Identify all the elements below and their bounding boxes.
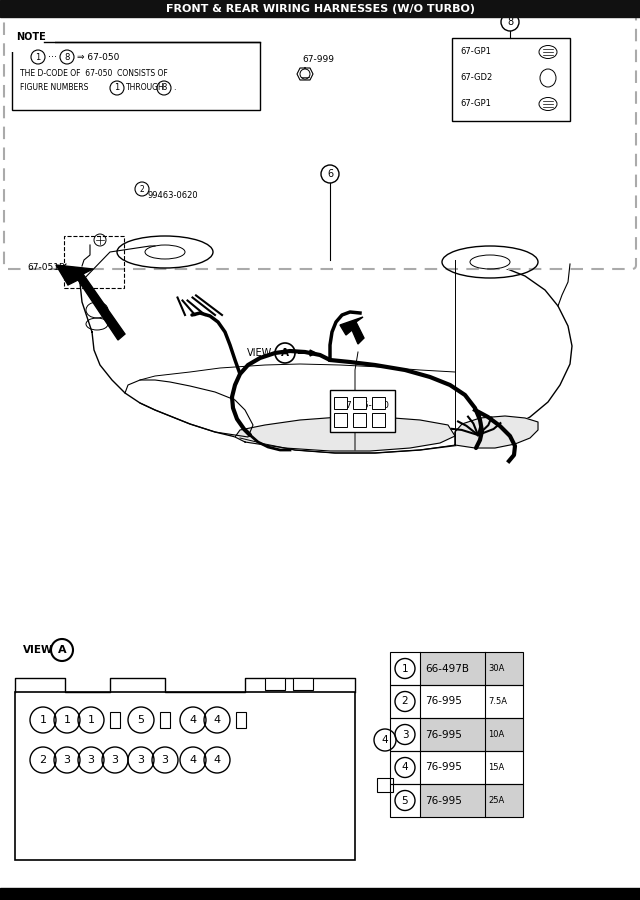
Bar (377, 778, 393, 792)
Text: 6: 6 (327, 169, 333, 179)
Text: 67-GD2: 67-GD2 (460, 74, 492, 83)
Bar (390, 751, 523, 784)
Text: 4: 4 (189, 755, 196, 765)
Text: 3: 3 (63, 755, 70, 765)
Text: 2: 2 (40, 755, 47, 765)
Text: 1: 1 (40, 715, 47, 725)
Bar (236, 712, 246, 728)
Text: 1: 1 (63, 715, 70, 725)
Bar (160, 712, 170, 728)
Text: 7: 7 (345, 401, 351, 410)
Text: 4: 4 (213, 715, 221, 725)
Text: 25A: 25A (488, 796, 504, 805)
Bar (293, 678, 313, 690)
Bar (372, 413, 385, 427)
Bar (265, 678, 285, 690)
Text: VIEW: VIEW (23, 645, 54, 655)
Text: 8: 8 (64, 52, 70, 61)
Polygon shape (235, 417, 455, 451)
Text: 99463-0620: 99463-0620 (148, 192, 198, 201)
Text: 5: 5 (402, 796, 408, 806)
Text: 15A: 15A (488, 763, 504, 772)
Text: ···: ··· (48, 52, 57, 62)
Bar (420, 652, 523, 685)
Text: 1: 1 (88, 715, 95, 725)
Text: 3: 3 (138, 755, 145, 765)
Bar (110, 712, 120, 728)
Text: 76-995: 76-995 (425, 730, 462, 740)
Text: 4: 4 (381, 735, 388, 745)
Bar (372, 397, 385, 409)
Bar (353, 413, 366, 427)
Text: 66-730: 66-730 (357, 401, 389, 410)
Bar (420, 718, 523, 751)
Text: .: . (173, 84, 175, 93)
Text: THE D-CODE OF  67-050  CONSISTS OF: THE D-CODE OF 67-050 CONSISTS OF (20, 69, 168, 78)
Text: 3: 3 (111, 755, 118, 765)
Text: 2: 2 (140, 184, 145, 194)
Bar (330, 390, 395, 432)
Text: 3: 3 (402, 730, 408, 740)
Text: FIGURE NUMBERS: FIGURE NUMBERS (20, 84, 88, 93)
Text: 10A: 10A (488, 730, 504, 739)
Text: 4: 4 (189, 715, 196, 725)
Polygon shape (80, 242, 572, 453)
Text: 67-GP1: 67-GP1 (460, 48, 491, 57)
Text: 1: 1 (402, 663, 408, 673)
Text: 1: 1 (115, 84, 120, 93)
Polygon shape (455, 416, 538, 448)
Bar (390, 718, 523, 751)
Text: ⇒ 67-050: ⇒ 67-050 (77, 52, 120, 61)
Bar (390, 685, 523, 718)
Bar (12, 42, 260, 110)
Bar (420, 784, 523, 817)
Text: 66-497B: 66-497B (425, 663, 469, 673)
Text: 3: 3 (161, 755, 168, 765)
Text: NOTE: NOTE (16, 32, 45, 42)
Bar (452, 38, 570, 121)
Text: 76-995: 76-995 (425, 697, 462, 706)
Text: 67-999: 67-999 (302, 56, 334, 65)
Polygon shape (340, 317, 364, 344)
Bar (0, 0, 640, 17)
Polygon shape (56, 265, 125, 340)
Text: A: A (281, 348, 289, 358)
Text: VIEW: VIEW (247, 348, 272, 358)
FancyBboxPatch shape (4, 13, 636, 269)
Bar (0, 888, 640, 900)
Bar (390, 784, 523, 817)
Bar (353, 397, 366, 409)
Text: 5: 5 (138, 715, 145, 725)
Text: 4: 4 (402, 762, 408, 772)
Text: 30A: 30A (488, 664, 504, 673)
Text: 4: 4 (213, 755, 221, 765)
Text: 8: 8 (507, 17, 513, 27)
Text: FRONT & REAR WIRING HARNESSES (W/O TURBO): FRONT & REAR WIRING HARNESSES (W/O TURBO… (166, 4, 474, 14)
Text: 8: 8 (161, 84, 166, 93)
Text: 76-995: 76-995 (425, 762, 462, 772)
Text: 67-051R: 67-051R (27, 264, 65, 273)
Text: A: A (58, 645, 67, 655)
Text: 67-GP1: 67-GP1 (460, 100, 491, 109)
Bar (334, 413, 347, 427)
Bar (334, 397, 347, 409)
Text: 3: 3 (88, 755, 95, 765)
Bar (64, 236, 124, 288)
Text: 2: 2 (402, 697, 408, 706)
Text: 76-995: 76-995 (425, 796, 462, 806)
Bar (15, 692, 355, 860)
Polygon shape (298, 350, 316, 356)
Text: THROUGH: THROUGH (126, 84, 164, 93)
Text: 1: 1 (35, 52, 40, 61)
Text: 7.5A: 7.5A (488, 697, 507, 706)
Bar (390, 652, 523, 685)
